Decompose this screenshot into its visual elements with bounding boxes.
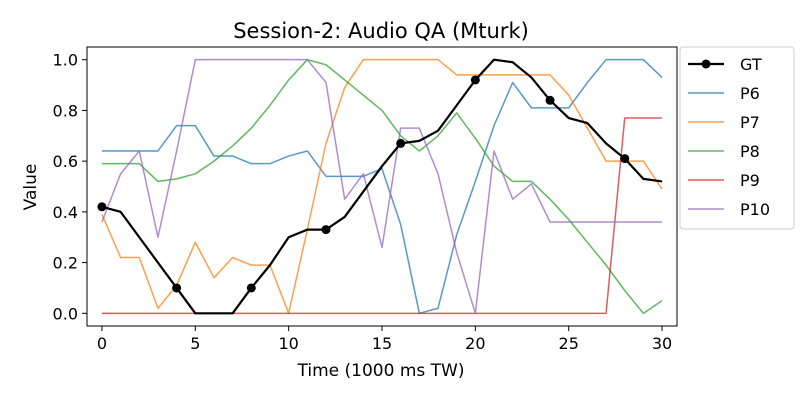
y-axis-label: Value bbox=[21, 164, 41, 211]
series-line-p8 bbox=[101, 58, 663, 315]
y-tick-label: 0.4 bbox=[53, 203, 78, 222]
x-axis: 0 5 10 15 20 25 30 bbox=[97, 326, 672, 353]
x-axis-label: Time (1000 ms TW) bbox=[297, 361, 465, 381]
series-marker-gt bbox=[620, 154, 630, 164]
y-tick-label: 1.0 bbox=[53, 51, 78, 70]
x-tick-label: 15 bbox=[372, 334, 392, 353]
series-marker-gt bbox=[470, 75, 480, 85]
series-line-p10 bbox=[101, 58, 663, 315]
legend-marker-gt bbox=[701, 59, 711, 69]
series-line-gt bbox=[101, 58, 663, 315]
y-tick-label: 0.2 bbox=[53, 254, 78, 273]
legend: GT P6 P7 P8 P9 P10 bbox=[679, 46, 795, 230]
gt-markers bbox=[97, 75, 630, 293]
x-tick-label: 5 bbox=[190, 334, 200, 353]
series-line-p9 bbox=[101, 117, 663, 315]
legend-label-p7: P7 bbox=[740, 113, 760, 132]
x-tick-label: 25 bbox=[559, 334, 579, 353]
series-marker-gt bbox=[396, 138, 406, 148]
legend-label-p9: P9 bbox=[740, 171, 760, 190]
series-marker-gt bbox=[172, 283, 182, 293]
series-marker-gt bbox=[545, 95, 555, 105]
y-tick-label: 0.0 bbox=[53, 304, 78, 323]
series-line-p6 bbox=[101, 58, 663, 315]
y-axis: 0.0 0.2 0.4 0.6 0.8 1.0 bbox=[53, 51, 87, 323]
y-tick-label: 0.8 bbox=[53, 101, 78, 120]
series-marker-gt bbox=[97, 202, 107, 212]
x-tick-label: 30 bbox=[652, 334, 672, 353]
series-marker-gt bbox=[246, 283, 256, 293]
legend-label-p8: P8 bbox=[740, 142, 760, 161]
legend-label-gt: GT bbox=[740, 55, 762, 74]
x-tick-label: 10 bbox=[278, 334, 298, 353]
plot-area bbox=[101, 58, 663, 315]
chart-title: Session-2: Audio QA (Mturk) bbox=[233, 19, 529, 43]
series-line-p7 bbox=[101, 58, 663, 315]
legend-box bbox=[679, 46, 795, 230]
legend-label-p10: P10 bbox=[740, 200, 770, 219]
series-marker-gt bbox=[321, 225, 331, 235]
x-tick-label: 20 bbox=[465, 334, 485, 353]
x-tick-label: 0 bbox=[97, 334, 107, 353]
y-tick-label: 0.6 bbox=[53, 152, 78, 171]
legend-label-p6: P6 bbox=[740, 84, 760, 103]
